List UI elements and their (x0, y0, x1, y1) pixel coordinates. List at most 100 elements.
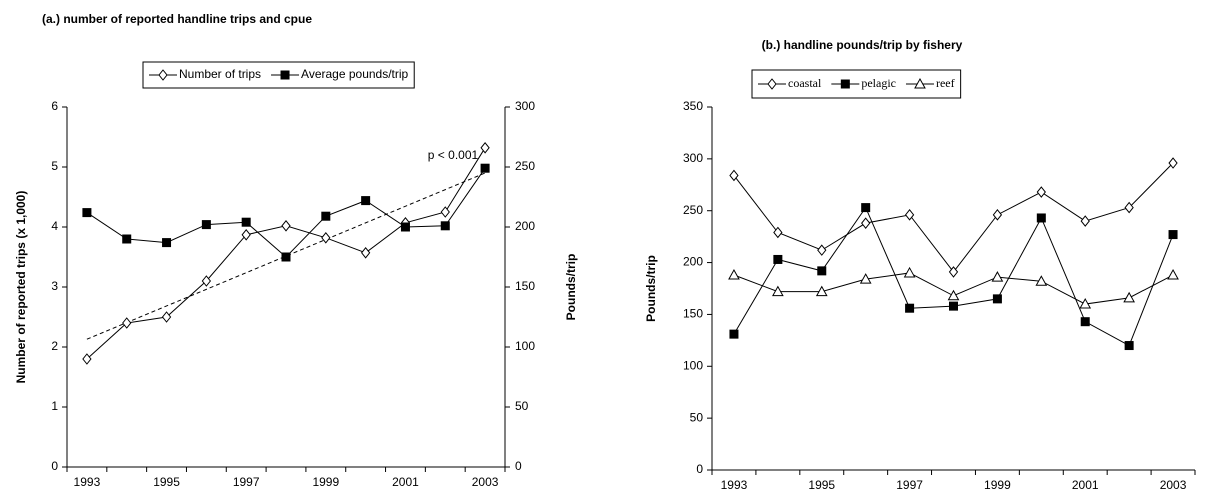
marker (122, 317, 132, 329)
y2-tick-label: 300 (515, 99, 535, 113)
marker (1168, 230, 1178, 240)
x-tick-label: 1999 (984, 478, 1011, 492)
marker (281, 252, 291, 262)
marker (161, 311, 172, 323)
y-tick-label: 100 (683, 358, 703, 372)
y-tick-label: 150 (683, 307, 703, 321)
trendline (86, 172, 486, 340)
marker (1079, 298, 1092, 309)
legend: coastal pelagic reef (751, 69, 962, 99)
marker (773, 254, 783, 264)
marker (1124, 341, 1134, 351)
y2-tick-label: 50 (515, 399, 529, 413)
annotation: p < 0.001 (428, 148, 479, 162)
y-tick-label: 1 (51, 399, 58, 413)
marker (1123, 291, 1135, 303)
marker (859, 273, 872, 284)
marker (361, 196, 371, 206)
marker (914, 77, 926, 89)
marker (904, 209, 915, 221)
marker (201, 220, 211, 230)
marker (1124, 201, 1134, 214)
marker (1035, 275, 1048, 286)
marker (122, 234, 132, 244)
legend-label: Average pounds/trip (301, 67, 409, 81)
line (86, 167, 486, 258)
marker (948, 266, 959, 278)
legend-label: reef (936, 76, 955, 90)
x-tick-label: 1997 (896, 478, 923, 492)
x-tick-label: 2003 (472, 475, 499, 489)
marker (815, 285, 828, 297)
series (82, 163, 490, 262)
marker (280, 70, 290, 80)
y2-tick-label: 0 (515, 459, 522, 473)
marker (767, 78, 777, 90)
y-tick-label: 5 (51, 159, 58, 173)
x-tick-label: 2001 (1072, 478, 1099, 492)
marker (903, 266, 916, 278)
marker (480, 141, 490, 154)
y-tick-label: 3 (51, 279, 58, 293)
y2-tick-label: 250 (515, 159, 535, 173)
x-tick-label: 1993 (74, 475, 101, 489)
marker (817, 266, 827, 276)
marker (729, 329, 739, 339)
y-tick-label: 250 (683, 203, 703, 217)
y-tick-label: 0 (696, 462, 703, 476)
marker (772, 285, 784, 297)
marker (1036, 213, 1046, 223)
y2-tick-label: 150 (515, 279, 535, 293)
y2-tick-label: 100 (515, 339, 535, 353)
marker (360, 246, 371, 259)
marker (773, 226, 783, 239)
y-tick-label: 4 (51, 219, 58, 233)
legend: Number of trips Average pounds/trip (142, 61, 415, 89)
marker (1080, 215, 1090, 227)
legend-label: pelagic (861, 76, 896, 90)
line (733, 162, 1174, 273)
marker (82, 208, 92, 218)
series (729, 157, 1178, 278)
marker (817, 244, 827, 256)
x-tick-label: 1993 (721, 478, 748, 492)
chart-title: (a.) number of reported handline trips a… (42, 12, 312, 26)
marker (321, 231, 331, 244)
marker (1168, 157, 1178, 169)
x-tick-label: 1995 (153, 475, 180, 489)
marker (905, 303, 915, 313)
marker (241, 217, 251, 227)
marker (480, 163, 490, 173)
legend-label: Number of trips (179, 67, 261, 81)
marker (158, 69, 168, 81)
marker (281, 219, 291, 232)
marker (992, 209, 1003, 221)
x-tick-label: 2001 (392, 475, 419, 489)
y-tick-label: 300 (683, 151, 703, 165)
legend-label: coastal (788, 76, 822, 90)
y-tick-label: 6 (51, 99, 58, 113)
y-tick-label: 350 (683, 99, 703, 113)
y-tick-label: 2 (51, 339, 58, 353)
marker (321, 211, 331, 221)
x-tick-label: 1997 (233, 475, 260, 489)
marker (991, 271, 1004, 282)
y-axis-label: Number of reported trips (x 1,000) (14, 191, 28, 384)
marker (440, 221, 450, 231)
marker (440, 206, 450, 218)
y2-axis-label: Pounds/trip (564, 254, 578, 321)
x-tick-label: 1995 (808, 478, 835, 492)
y2-tick-label: 200 (515, 219, 535, 233)
y-tick-label: 200 (683, 255, 703, 269)
y-axis-label: Pounds/trip (644, 255, 658, 322)
series (82, 141, 490, 365)
marker (162, 238, 172, 248)
marker (729, 169, 739, 182)
marker (992, 294, 1002, 304)
x-tick-label: 1999 (312, 475, 339, 489)
marker (201, 275, 212, 287)
marker (861, 217, 871, 229)
series (729, 203, 1178, 351)
